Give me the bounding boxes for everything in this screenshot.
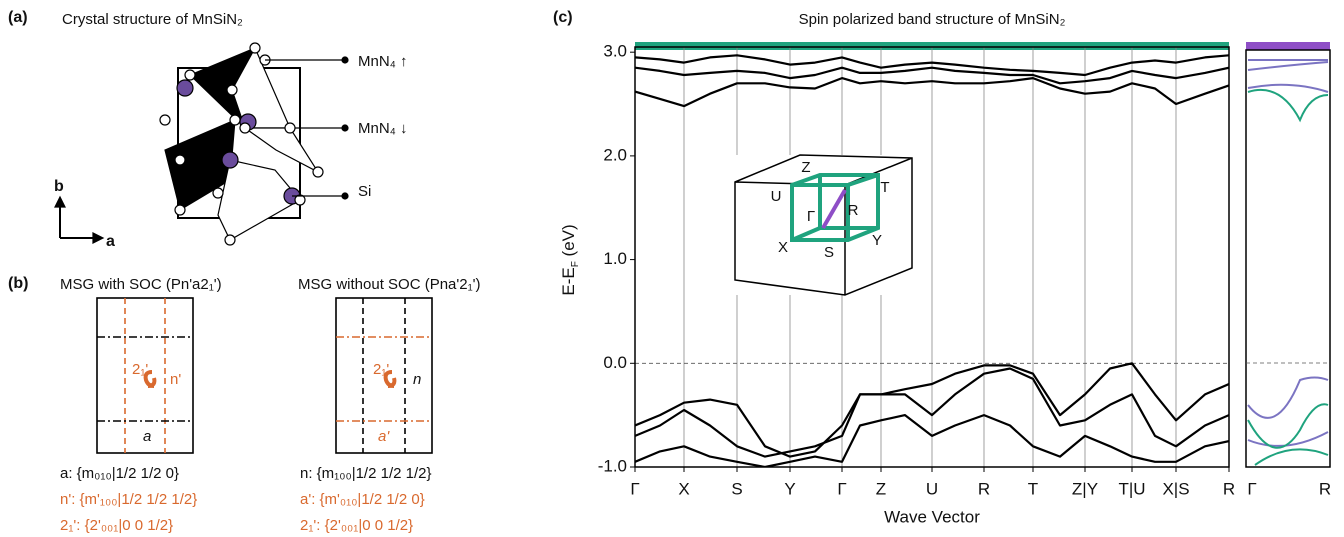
crystal-drawing bbox=[54, 42, 349, 246]
inset-label: Γ bbox=[807, 208, 815, 225]
operation: n: {m₁₀₀|1/2 1/2 1/2} bbox=[300, 465, 432, 482]
y-tick-label: 0.0 bbox=[603, 353, 627, 372]
x-axis-label: Wave Vector bbox=[884, 507, 980, 526]
symmetry-label: n bbox=[413, 371, 421, 388]
band bbox=[635, 66, 1229, 85]
x-tick-label: Γ bbox=[1247, 479, 1256, 498]
symmetry-label: a bbox=[143, 428, 151, 445]
path-cube bbox=[790, 173, 880, 242]
inset-label: R bbox=[848, 202, 859, 219]
brillouin-zone: Z T U Γ R X S Y bbox=[734, 154, 915, 296]
y-tick-label: 2.0 bbox=[603, 145, 627, 164]
symmetry-label: a' bbox=[378, 428, 390, 445]
inset-label: Y bbox=[872, 232, 882, 249]
plot-frame bbox=[634, 46, 1230, 468]
y-tick-label: 3.0 bbox=[603, 42, 627, 61]
panel-label: (b) bbox=[8, 275, 28, 292]
x-tick-label: X|S bbox=[1162, 479, 1189, 498]
x-tick-label: Z|Y bbox=[1072, 479, 1098, 498]
side-panel bbox=[1245, 49, 1331, 468]
panel-title: MSG without SOC (Pna'2₁') bbox=[298, 276, 481, 293]
bands bbox=[635, 54, 1229, 467]
panel-label: (c) bbox=[553, 9, 573, 26]
x-tick-label: R bbox=[1319, 479, 1331, 498]
x-tick-label: R bbox=[1223, 479, 1235, 498]
y-tick-label: 1.0 bbox=[603, 249, 627, 268]
inset-label: Z bbox=[801, 159, 810, 176]
operation: n': {m'₁₀₀|1/2 1/2 1/2} bbox=[60, 491, 197, 508]
x-tick-label: Γ bbox=[630, 479, 639, 498]
x-tick-label: X bbox=[678, 479, 689, 498]
gamma-r bbox=[821, 188, 847, 230]
band bbox=[635, 414, 1229, 467]
legend-entry: MnN₄ ↓ bbox=[358, 120, 407, 137]
inset-label: U bbox=[771, 188, 782, 205]
panel-title: MSG with SOC (Pn'a2₁') bbox=[60, 276, 222, 293]
operation: 2₁': {2'₀₀₁|0 0 1/2} bbox=[60, 517, 173, 534]
symmetry-boxes bbox=[96, 297, 433, 454]
band bbox=[635, 77, 1229, 108]
chart-title: Spin polarized band structure of MnSiN₂ bbox=[799, 11, 1066, 28]
band bbox=[635, 367, 1229, 458]
x-tick-label: R bbox=[978, 479, 990, 498]
y-tick-label: -1.0 bbox=[598, 456, 627, 475]
legend-entry: Si bbox=[358, 183, 371, 200]
axis-label: a bbox=[106, 233, 115, 250]
inset-label: X bbox=[778, 239, 788, 256]
x-tick-label: S bbox=[731, 479, 742, 498]
x-tick-label: Γ bbox=[837, 479, 846, 498]
x-tick-label: T bbox=[1028, 479, 1038, 498]
panel-label: (a) bbox=[8, 9, 28, 26]
x-tick-label: T|U bbox=[1118, 479, 1145, 498]
symmetry-label: 2₁' bbox=[373, 361, 389, 378]
top-bar bbox=[1246, 42, 1330, 50]
band bbox=[635, 362, 1229, 458]
symmetry-label: 2₁' bbox=[132, 361, 148, 378]
legend-entry: MnN₄ ↑ bbox=[358, 53, 407, 70]
inset-label: T bbox=[880, 179, 889, 196]
operation: 2₁': {2'₀₀₁|0 0 1/2} bbox=[300, 517, 413, 534]
plot: Γ X S Y Γ Z U R T Z|Y T|U X|S R -1.0 0.0 1.0 2.0 3.0 Z T U Γ R… bbox=[598, 42, 1235, 499]
operation: a: {m₀₁₀|1/2 1/2 0} bbox=[60, 465, 179, 482]
panel-title: Crystal structure of MnSiN₂ bbox=[62, 11, 243, 28]
x-tick-label: Z bbox=[876, 479, 886, 498]
x-tick-label: Y bbox=[784, 479, 795, 498]
top-bar bbox=[635, 42, 1229, 50]
axis-label: b bbox=[54, 178, 64, 195]
x-tick-label: U bbox=[926, 479, 938, 498]
inset-label: S bbox=[824, 244, 834, 261]
symmetry-label: n' bbox=[170, 371, 181, 388]
operation: a': {m'₀₁₀|1/2 1/2 0} bbox=[300, 491, 425, 508]
band bbox=[635, 54, 1229, 77]
y-axis-label: E-EF (eV) bbox=[559, 224, 580, 295]
